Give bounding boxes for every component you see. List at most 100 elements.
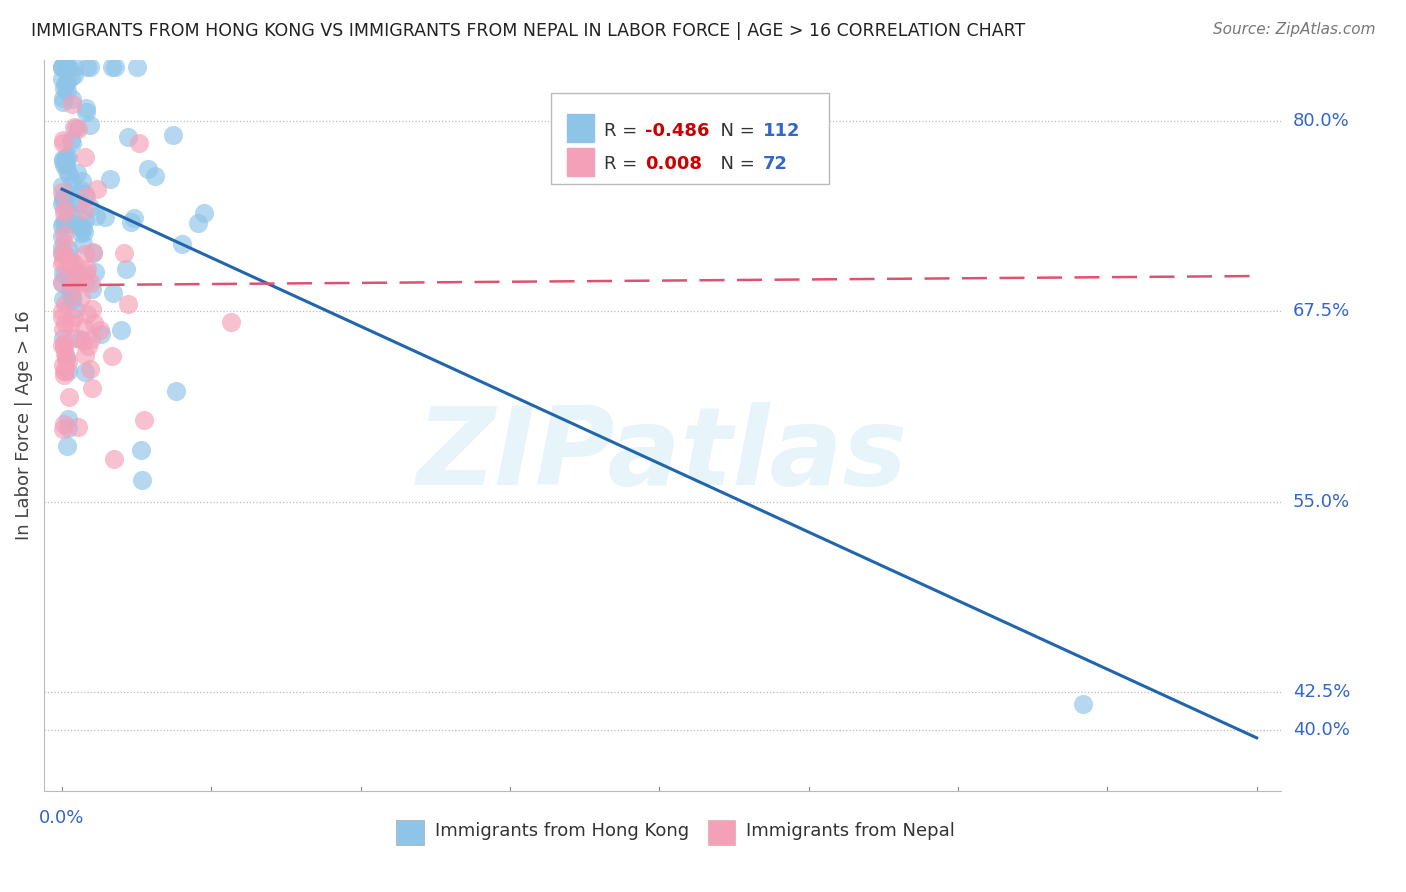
Point <box>131 473 153 487</box>
Text: Immigrants from Nepal: Immigrants from Nepal <box>747 822 955 840</box>
FancyBboxPatch shape <box>567 148 595 176</box>
Point <box>62 331 84 345</box>
Point <box>60 316 83 330</box>
Point <box>53 81 76 95</box>
Point <box>51 179 73 194</box>
Point <box>52 364 75 378</box>
Point <box>60 133 83 147</box>
Point <box>73 275 96 289</box>
Point <box>117 297 139 311</box>
Point <box>53 192 76 206</box>
Point <box>53 297 76 311</box>
Point <box>103 452 125 467</box>
Point <box>1073 697 1095 711</box>
Point <box>52 322 75 336</box>
Point <box>63 60 86 74</box>
Point <box>138 161 160 176</box>
Text: -0.486: -0.486 <box>645 121 710 139</box>
Point <box>65 120 87 135</box>
Point <box>67 122 90 136</box>
Point <box>79 276 101 290</box>
Point <box>59 70 82 84</box>
Point <box>62 281 84 295</box>
Point <box>72 236 94 251</box>
Point <box>90 327 112 342</box>
Point <box>53 364 76 378</box>
Point <box>101 349 124 363</box>
Point <box>55 268 77 283</box>
Point <box>72 334 94 348</box>
Point <box>80 282 103 296</box>
Point <box>76 60 98 74</box>
Point <box>58 390 80 404</box>
Point <box>112 246 135 260</box>
Point <box>55 153 77 167</box>
Point <box>52 152 75 166</box>
Point <box>67 420 90 434</box>
Point <box>62 293 84 307</box>
Point <box>127 60 149 74</box>
Point <box>77 339 100 353</box>
Point <box>52 293 75 307</box>
Point <box>129 443 152 458</box>
Point <box>52 236 75 251</box>
Point <box>73 225 96 239</box>
Point <box>62 120 84 134</box>
Point <box>76 308 98 322</box>
Point <box>80 332 103 346</box>
Point <box>63 310 86 324</box>
Point <box>62 275 84 289</box>
Point <box>51 257 73 271</box>
Point <box>193 205 215 219</box>
Point <box>143 169 166 184</box>
Point <box>60 289 83 303</box>
Point <box>52 193 75 207</box>
Point <box>60 175 83 189</box>
Point <box>63 68 86 82</box>
Text: IMMIGRANTS FROM HONG KONG VS IMMIGRANTS FROM NEPAL IN LABOR FORCE | AGE > 16 COR: IMMIGRANTS FROM HONG KONG VS IMMIGRANTS … <box>31 22 1025 40</box>
Point <box>73 150 96 164</box>
Point <box>51 276 73 290</box>
Point <box>82 245 104 260</box>
Point <box>110 323 132 337</box>
Text: N =: N = <box>709 155 761 173</box>
Point <box>52 417 75 431</box>
Point <box>67 266 90 280</box>
Point <box>187 216 209 230</box>
Point <box>128 136 150 150</box>
Point <box>101 60 124 74</box>
Point <box>58 364 80 378</box>
Point <box>52 154 75 169</box>
Text: 0.008: 0.008 <box>645 155 702 173</box>
Point <box>53 206 76 220</box>
Text: 40.0%: 40.0% <box>1294 722 1350 739</box>
Point <box>75 348 97 362</box>
Point <box>124 211 146 225</box>
Point <box>52 91 75 105</box>
Point <box>52 190 75 204</box>
Text: 80.0%: 80.0% <box>1294 112 1350 129</box>
Point <box>72 202 94 217</box>
Point <box>69 219 91 233</box>
Point <box>58 168 80 182</box>
Point <box>56 186 79 201</box>
Point <box>58 412 80 426</box>
Point <box>52 368 75 383</box>
Point <box>51 219 73 233</box>
Point <box>66 166 89 180</box>
Point <box>53 77 76 91</box>
Point <box>51 60 73 74</box>
Point <box>58 242 80 256</box>
Text: 67.5%: 67.5% <box>1294 302 1350 320</box>
Text: 112: 112 <box>762 121 800 139</box>
Text: 0.0%: 0.0% <box>39 809 84 828</box>
Point <box>63 256 86 270</box>
Point <box>69 226 91 240</box>
Point <box>55 352 77 367</box>
Text: ZIPatlas: ZIPatlas <box>416 401 908 508</box>
Point <box>60 255 83 269</box>
Point <box>103 285 125 300</box>
Point <box>51 196 73 211</box>
Point <box>75 190 97 204</box>
FancyBboxPatch shape <box>396 820 423 845</box>
